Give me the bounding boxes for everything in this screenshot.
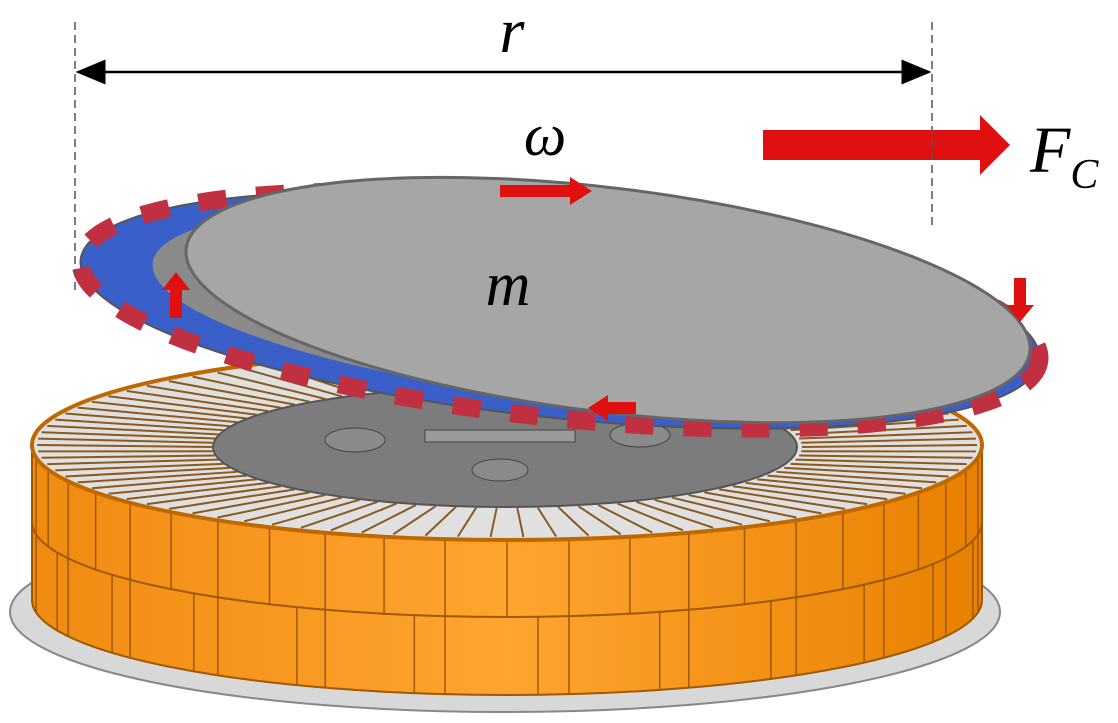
tooth bbox=[330, 502, 397, 532]
tooth bbox=[126, 389, 269, 413]
arrow bbox=[500, 177, 592, 205]
arrow bbox=[588, 395, 636, 421]
tooth bbox=[361, 504, 417, 534]
tooth bbox=[65, 466, 230, 478]
tooth bbox=[799, 431, 973, 440]
tooth bbox=[784, 466, 949, 478]
force-label: FC bbox=[1029, 114, 1099, 198]
hole bbox=[471, 458, 529, 482]
tooth bbox=[635, 500, 714, 529]
tooth bbox=[704, 491, 822, 515]
tooth bbox=[108, 478, 257, 495]
tooth bbox=[776, 470, 937, 484]
tooth bbox=[516, 507, 525, 538]
tooth bbox=[688, 494, 797, 519]
tooth bbox=[732, 485, 868, 506]
tooth bbox=[597, 504, 653, 534]
tooth bbox=[799, 454, 973, 459]
force-subscript: C bbox=[1070, 152, 1099, 198]
arrow bbox=[1006, 278, 1034, 322]
tooth bbox=[36, 444, 213, 448]
tooth bbox=[55, 462, 224, 472]
tooth bbox=[108, 395, 257, 416]
tooth bbox=[91, 474, 247, 490]
tooth bbox=[91, 400, 247, 420]
tooth bbox=[55, 418, 224, 432]
rotation-arrows bbox=[162, 115, 1034, 421]
tooth bbox=[300, 500, 378, 529]
tooth bbox=[38, 437, 213, 444]
tooth bbox=[243, 496, 343, 523]
force-symbol: F bbox=[1029, 114, 1071, 187]
spoke bbox=[424, 429, 576, 443]
tooth bbox=[77, 470, 238, 484]
tooth bbox=[671, 496, 771, 523]
tooth bbox=[654, 498, 743, 526]
tooth bbox=[557, 506, 590, 537]
tooth bbox=[577, 505, 622, 536]
force-arrow bbox=[763, 115, 1010, 175]
mass-label: m bbox=[486, 251, 531, 319]
tooth bbox=[790, 462, 959, 472]
tooth bbox=[795, 458, 967, 466]
tooth bbox=[424, 506, 457, 537]
tooth bbox=[192, 491, 310, 515]
tooth bbox=[126, 481, 269, 501]
tooth bbox=[719, 488, 846, 510]
tooth bbox=[457, 507, 478, 538]
tooth bbox=[217, 371, 326, 400]
tooth bbox=[757, 478, 906, 495]
tooth bbox=[801, 444, 978, 448]
tooth bbox=[41, 454, 215, 459]
omega-label: ω bbox=[524, 102, 566, 168]
tooth bbox=[146, 485, 282, 506]
tooth bbox=[65, 412, 230, 428]
tooth bbox=[77, 406, 238, 424]
tooth bbox=[801, 437, 976, 444]
tooth bbox=[146, 384, 282, 409]
tooth bbox=[489, 507, 498, 538]
tooth bbox=[617, 502, 684, 532]
tooth bbox=[767, 474, 923, 490]
arrow bbox=[162, 272, 190, 318]
tooth bbox=[536, 507, 557, 538]
tooth bbox=[41, 431, 215, 440]
radius-label: r bbox=[500, 0, 526, 66]
tooth bbox=[168, 380, 295, 406]
tooth bbox=[192, 375, 310, 403]
tooth bbox=[168, 488, 295, 510]
tooth bbox=[217, 494, 326, 519]
tooth bbox=[47, 424, 219, 436]
stator-segments bbox=[35, 457, 979, 695]
hole bbox=[324, 427, 386, 453]
tooth bbox=[271, 498, 360, 526]
tooth bbox=[47, 458, 219, 466]
tooth bbox=[392, 505, 437, 536]
tooth bbox=[745, 481, 888, 501]
